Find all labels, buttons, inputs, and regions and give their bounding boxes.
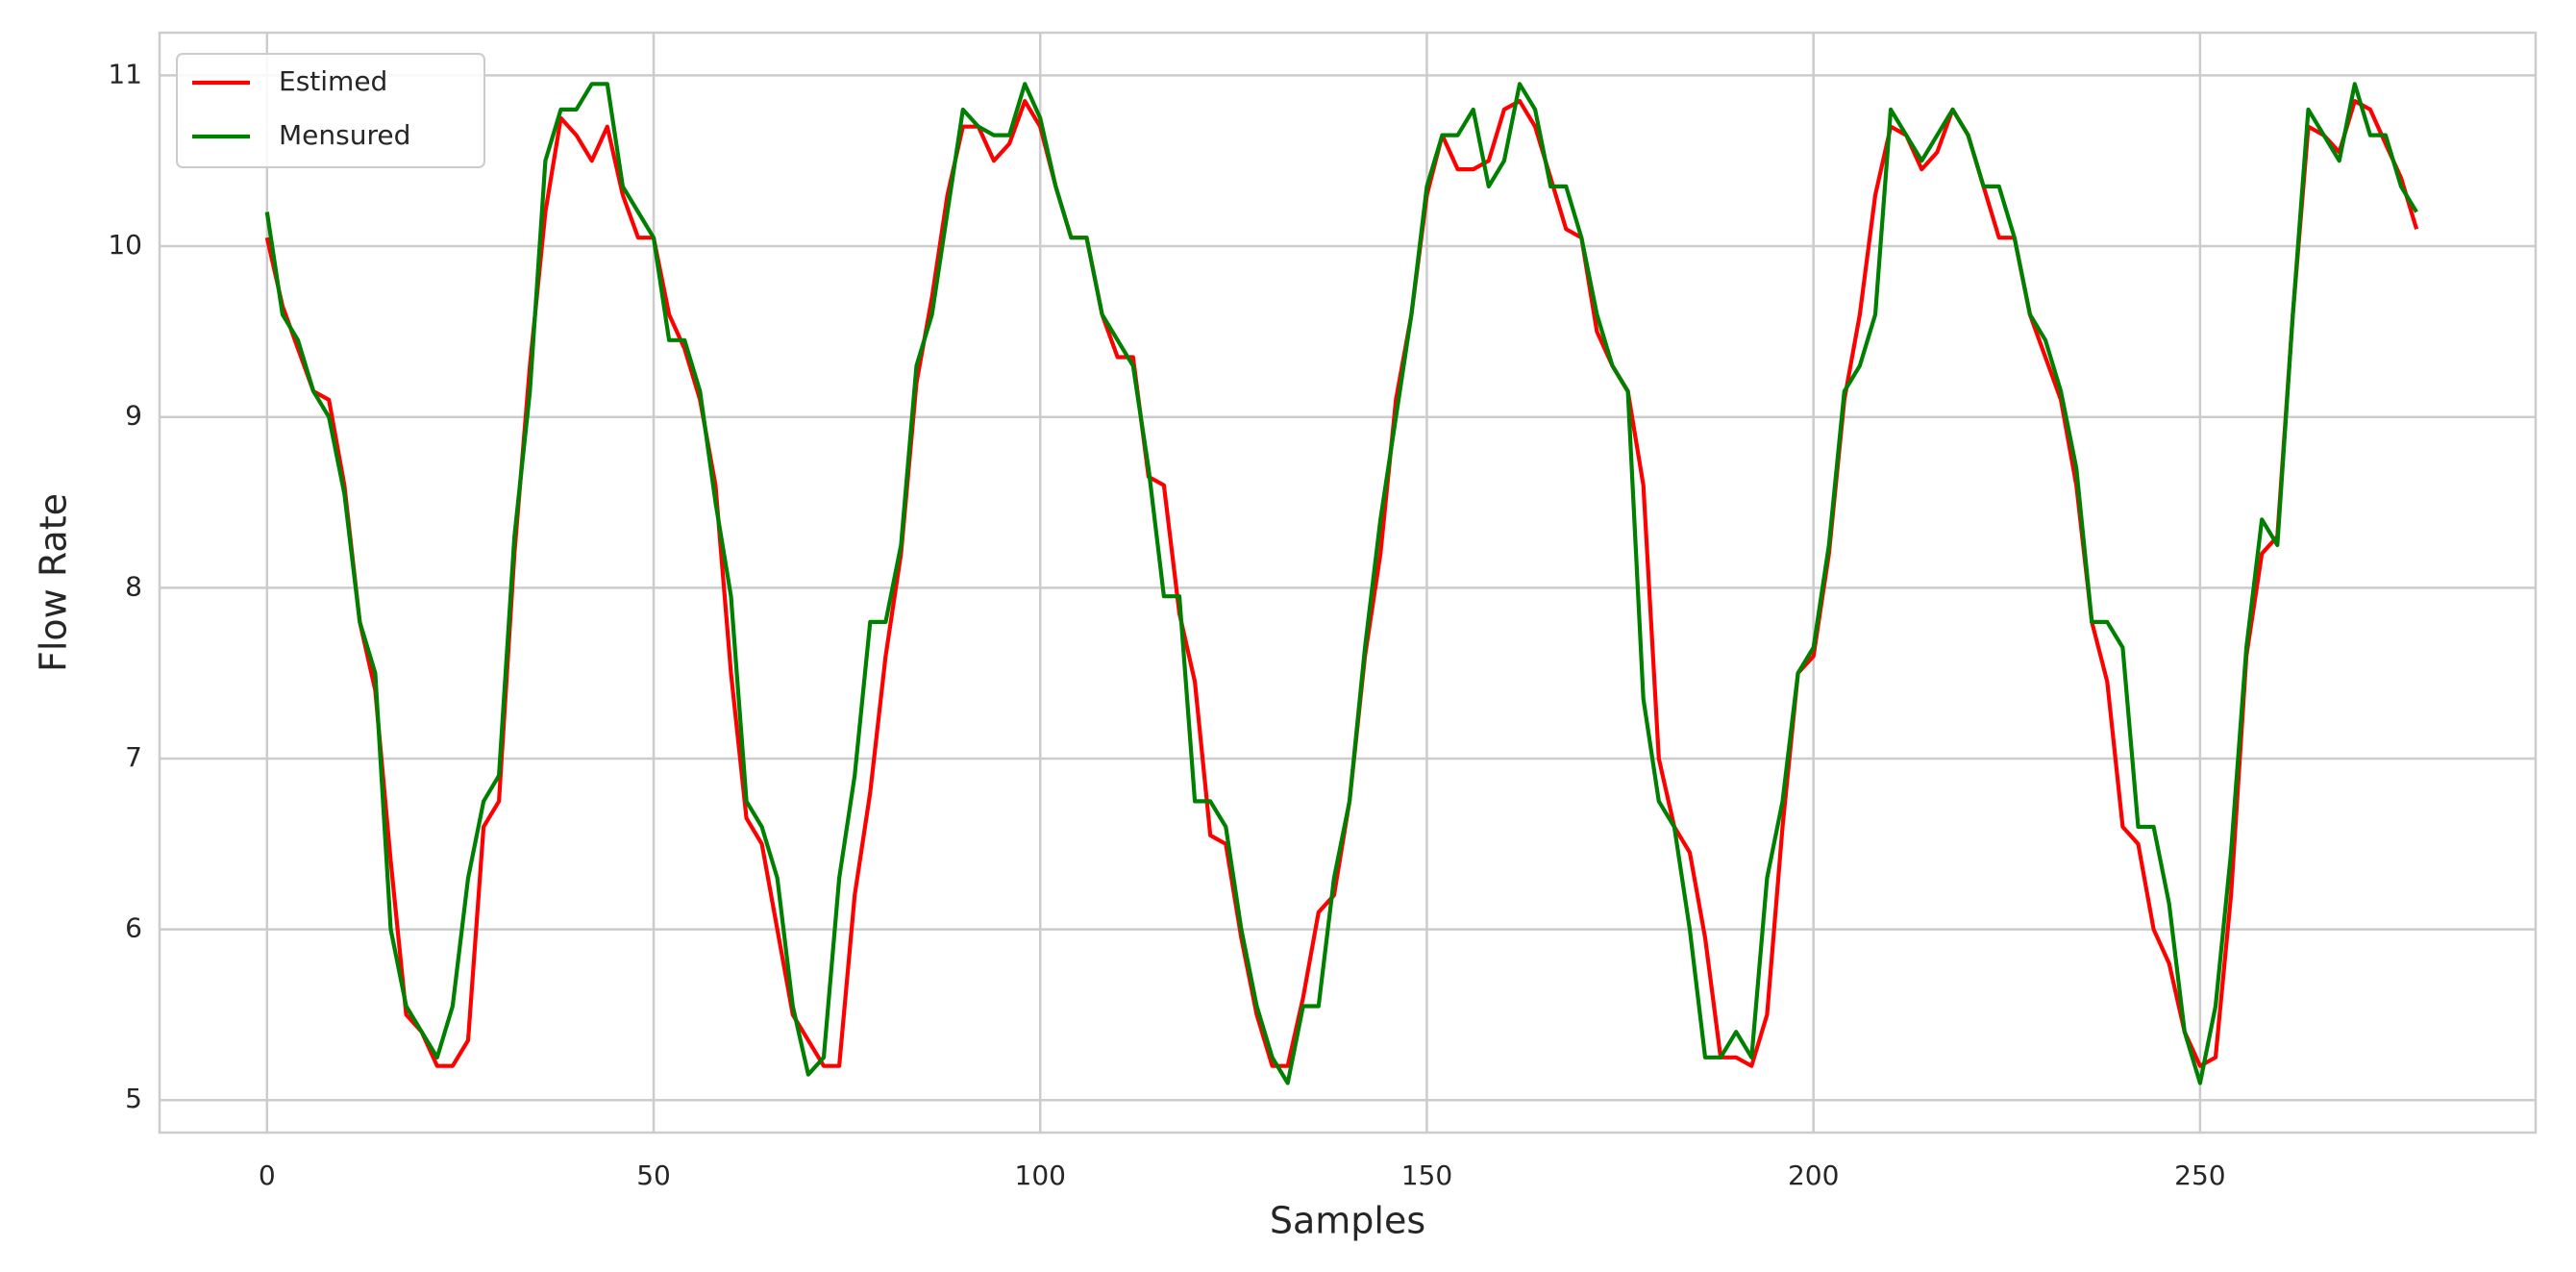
grid	[160, 33, 2536, 1133]
plot-frame	[158, 31, 2538, 1135]
y-axis-label: Flow Rate	[33, 493, 75, 672]
y-tick-label: 6	[125, 912, 142, 944]
series-line	[264, 82, 2418, 1085]
y-tick-label: 8	[125, 570, 142, 602]
x-tick-label: 250	[2174, 1160, 2225, 1191]
x-tick-label: 100	[1015, 1160, 1066, 1191]
y-tick-label: 5	[125, 1083, 142, 1114]
x-tick-label: 150	[1401, 1160, 1452, 1191]
y-tick-label: 11	[108, 58, 142, 89]
y-tick-label: 7	[125, 741, 142, 773]
legend-label: Estimed	[279, 65, 387, 97]
x-tick-label: 50	[636, 1160, 671, 1191]
lines	[264, 82, 2419, 1085]
legend-label: Mensured	[279, 119, 410, 151]
y-tick-label: 9	[125, 400, 142, 432]
legend-box	[176, 53, 485, 168]
legend: Estimed Mensured	[176, 53, 485, 168]
x-tick-label: 0	[259, 1160, 276, 1191]
x-axis-label: Samples	[1270, 1200, 1425, 1242]
y-tick-label: 10	[108, 229, 142, 261]
x-tick-label: 200	[1788, 1160, 1839, 1191]
